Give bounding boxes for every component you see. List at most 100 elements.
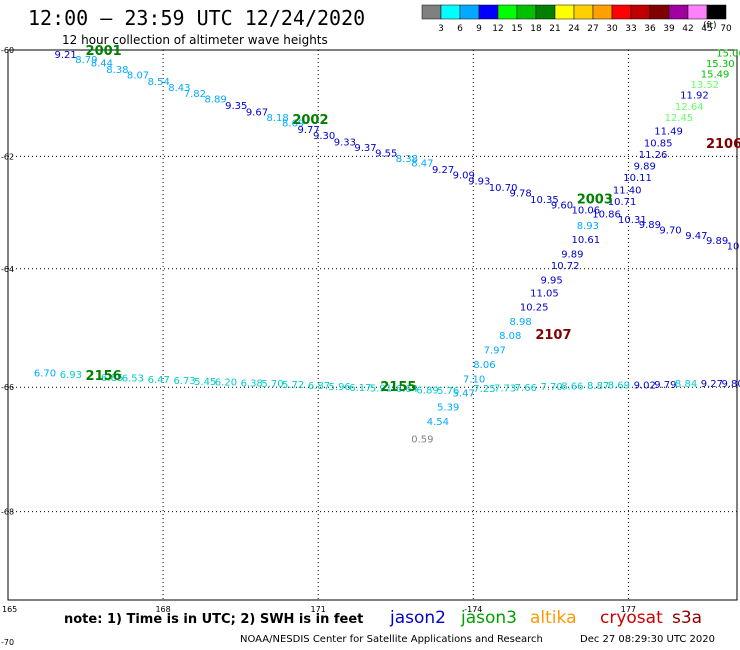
swh-value: 9.78 <box>509 189 531 200</box>
swh-value: 6.53 <box>122 374 144 385</box>
legend-tick: 3 <box>438 24 444 34</box>
swh-value: 8.08 <box>499 331 521 342</box>
legend-swatch <box>535 4 556 20</box>
swh-value: 8.07 <box>127 71 149 82</box>
legend-unit: (ft) <box>703 21 717 31</box>
lon-tick-label: 168 <box>155 605 170 614</box>
swh-value: 7.10 <box>463 374 485 385</box>
swh-value: 9.89 <box>639 220 661 231</box>
legend-swatch <box>516 4 537 20</box>
map-title: 12:00 – 23:59 UTC 12/24/2020 <box>28 6 366 30</box>
altimeter-tracks: 9.218.798.448.388.078.548.437.828.899.35… <box>34 49 740 446</box>
legend-tick: 39 <box>663 24 675 34</box>
legend-tick: 27 <box>587 24 598 34</box>
swh-value: 6.20 <box>215 377 237 388</box>
swh-value: 9.27 <box>432 165 454 176</box>
swh-value: 10.72 <box>551 261 580 272</box>
swh-value: 9.47 <box>685 231 707 242</box>
swh-value: 6.73 <box>173 376 195 387</box>
legend-swatch <box>706 4 727 20</box>
swh-value: 10.70 <box>489 183 518 194</box>
swh-value: 8.06 <box>473 360 495 371</box>
swh-value: 5.70 <box>261 379 283 390</box>
footer-time: Dec 27 08:29:30 UTC 2020 <box>580 634 715 645</box>
legend-swatch <box>630 4 651 20</box>
legend-swatch <box>478 4 499 20</box>
swh-value: 6.64 <box>396 384 418 395</box>
swh-value: 9.80 <box>721 379 740 390</box>
swh-value: 4.54 <box>427 417 449 428</box>
swh-value: 8.47 <box>411 158 433 169</box>
swh-value: 7.66 <box>515 383 537 394</box>
swh-value: 9.55 <box>375 148 397 159</box>
swh-value: 7.25 <box>473 384 495 395</box>
map-border <box>7 49 738 601</box>
track-label: 2107 <box>535 328 571 343</box>
swh-value: 8.84 <box>675 379 697 390</box>
swh-value: 9.30 <box>313 131 335 142</box>
legend-swatch <box>459 4 480 20</box>
swh-value: 9.09 <box>453 170 475 181</box>
footer-credit: NOAA/NESDIS Center for Satellite Applica… <box>240 634 543 645</box>
swh-value: 10.11 <box>623 173 652 184</box>
satellite-cryosat: cryosat <box>600 608 663 628</box>
legend-tick: 21 <box>549 24 560 34</box>
legend-swatch <box>592 4 613 20</box>
swh-value: 8.98 <box>509 317 531 328</box>
swh-value: 11.05 <box>530 289 559 300</box>
map-note: note: 1) Time is in UTC; 2) SWH is in fe… <box>64 612 364 627</box>
legend-tick: 30 <box>606 24 618 34</box>
satellite-s3a: s3a <box>672 608 703 628</box>
swh-value: 9.60 <box>551 200 573 211</box>
swh-value: 5.39 <box>437 402 459 413</box>
swh-value: 11.26 <box>639 150 668 161</box>
swh-value: 8.54 <box>148 77 170 88</box>
swh-value: 9.33 <box>334 137 356 148</box>
swh-value: 10.25 <box>520 303 549 314</box>
swh-value: 8.93 <box>577 221 599 232</box>
track-label: 2156 <box>86 369 122 384</box>
track-label: 2155 <box>380 380 416 395</box>
swh-value: 9.95 <box>541 275 563 286</box>
swh-value: 5.45 <box>194 377 216 388</box>
swh-value: 13.52 <box>690 80 719 91</box>
swh-value: 7.97 <box>484 345 506 356</box>
legend-tick: 6 <box>457 24 463 34</box>
satellite-altika: altika <box>530 608 577 628</box>
swh-value: 10.35 <box>530 195 559 206</box>
swh-value: 11.40 <box>613 185 642 196</box>
color-legend: 3 6 9 12 15 18 21 24 27 30 33 36 39 42 45 70 <box>421 4 732 34</box>
swh-value: 10.85 <box>644 139 673 150</box>
swh-value: 6.93 <box>60 370 82 381</box>
legend-tick: 18 <box>530 24 542 34</box>
swh-value: 10.31 <box>618 215 647 226</box>
swh-value: 8.43 <box>168 83 190 94</box>
swh-value: 9.21 <box>55 50 77 61</box>
swh-value: 15.30 <box>706 59 735 70</box>
swh-value: 8.69 <box>282 119 304 130</box>
swh-value: 15.49 <box>701 70 730 81</box>
legend-swatch <box>649 4 670 20</box>
swh-value: 9.77 <box>298 125 320 136</box>
swh-value: 8.38 <box>396 154 418 165</box>
swh-value: 8.44 <box>91 59 113 70</box>
swh-value: 8.89 <box>204 94 226 105</box>
swh-value: 9.93 <box>468 176 490 187</box>
satellite-jason3: jason3 <box>461 608 517 628</box>
swh-value: 6.17 <box>349 383 371 394</box>
track-2001: 9.218.798.448.388.078.548.437.828.899.35… <box>55 50 740 252</box>
swh-value: 5.72 <box>282 380 304 391</box>
lon-tick-label: 177 <box>621 605 636 614</box>
legend-swatch <box>611 4 632 20</box>
legend-tick: 24 <box>568 24 580 34</box>
swh-value: 8.18 <box>267 113 289 124</box>
legend-tick: 9 <box>476 24 482 34</box>
legend-swatch <box>421 4 442 20</box>
swh-value: 8.79 <box>75 55 97 66</box>
lat-tick-label: -60 <box>1 46 14 55</box>
swh-value: 10.71 <box>608 197 637 208</box>
swh-value: 6.47 <box>148 375 170 386</box>
lat-tick-label: -68 <box>1 508 14 517</box>
swh-value: 11.92 <box>680 91 709 102</box>
swh-value: 5.96 <box>329 382 351 393</box>
